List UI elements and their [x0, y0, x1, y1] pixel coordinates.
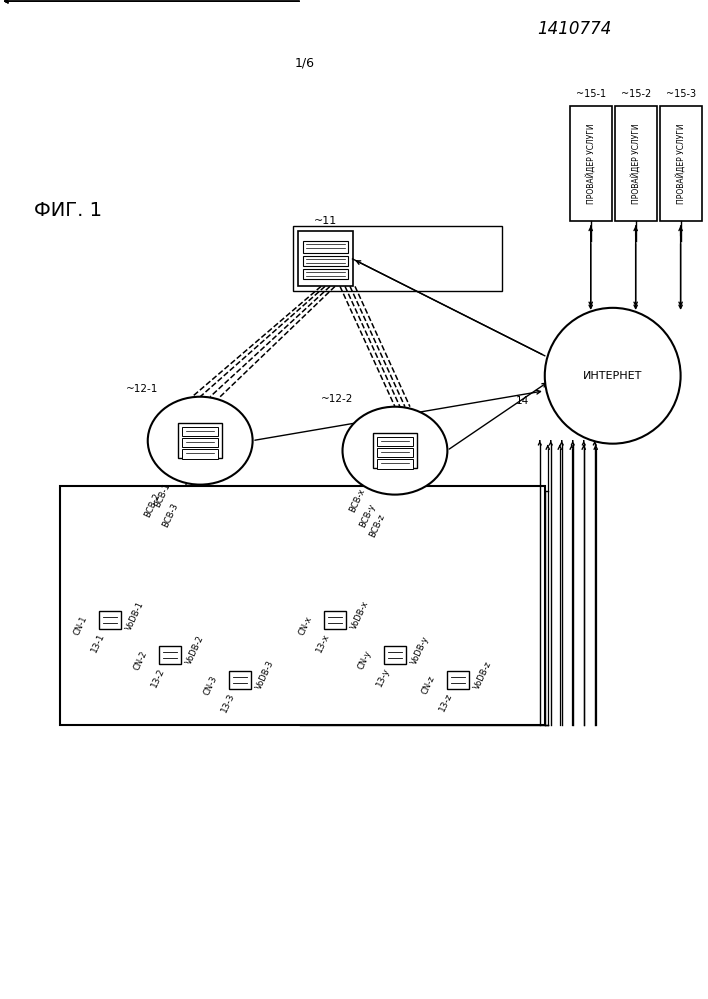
Text: ~12-2: ~12-2: [321, 394, 353, 404]
Text: BCB-z: BCB-z: [367, 512, 387, 538]
Bar: [660, 106, 702, 221]
Bar: [305, 491, 539, 720]
Bar: [182, 427, 218, 436]
Text: ~15-1: ~15-1: [576, 89, 606, 99]
Text: CN-1: CN-1: [72, 614, 88, 636]
Text: CN-2: CN-2: [132, 649, 149, 671]
Bar: [302, 256, 348, 266]
Bar: [229, 671, 251, 689]
Text: ~12-1: ~12-1: [126, 384, 159, 394]
Bar: [324, 611, 346, 629]
Text: 13-2: 13-2: [150, 666, 166, 688]
Text: VoDB-z: VoDB-z: [472, 660, 493, 691]
Text: BCB-y: BCB-y: [358, 502, 377, 529]
Text: VoDB-2: VoDB-2: [185, 634, 206, 666]
Text: ПРОВАЙДЕР УСЛУГИ: ПРОВАЙДЕР УСЛУГИ: [675, 123, 685, 204]
Text: ФИГ. 1: ФИГ. 1: [35, 202, 103, 221]
Bar: [182, 438, 218, 447]
Bar: [615, 106, 656, 221]
Bar: [377, 459, 413, 469]
Bar: [302, 269, 348, 279]
Bar: [373, 433, 417, 468]
Text: CN-3: CN-3: [202, 674, 219, 696]
Text: BCB-1: BCB-1: [153, 483, 172, 509]
Text: CN-y: CN-y: [357, 649, 373, 671]
Ellipse shape: [343, 407, 447, 495]
Bar: [384, 646, 406, 664]
Bar: [377, 437, 413, 446]
Text: ~11: ~11: [314, 217, 337, 227]
Bar: [570, 106, 612, 221]
Bar: [60, 486, 544, 725]
Bar: [182, 449, 218, 459]
Ellipse shape: [544, 308, 680, 444]
Ellipse shape: [148, 397, 253, 485]
Text: 1410774: 1410774: [537, 20, 612, 38]
Text: 13-y: 13-y: [375, 666, 392, 688]
Text: ИНТЕРНЕТ: ИНТЕРНЕТ: [583, 371, 642, 381]
Text: ПРОВАЙДЕР УСЛУГИ: ПРОВАЙДЕР УСЛУГИ: [631, 123, 641, 204]
Bar: [159, 646, 181, 664]
Bar: [297, 232, 353, 287]
Bar: [178, 423, 222, 458]
Bar: [292, 227, 502, 292]
Text: 1/6: 1/6: [295, 57, 315, 70]
Text: CN-z: CN-z: [420, 674, 436, 696]
Bar: [99, 611, 121, 629]
Bar: [302, 241, 348, 253]
Text: BCB-x: BCB-x: [348, 488, 367, 514]
Bar: [65, 491, 300, 720]
Text: 14: 14: [516, 396, 530, 406]
Text: 13-1: 13-1: [90, 631, 107, 653]
Text: 13-x: 13-x: [315, 631, 331, 653]
Text: CN-x: CN-x: [297, 614, 314, 636]
Bar: [447, 671, 469, 689]
Text: BCB-3: BCB-3: [161, 501, 180, 529]
Bar: [377, 448, 413, 457]
Text: ~15-2: ~15-2: [620, 89, 651, 99]
Text: VoDB-x: VoDB-x: [350, 599, 370, 631]
Text: 13-z: 13-z: [438, 691, 454, 713]
Text: VoDB-3: VoDB-3: [254, 659, 275, 691]
Text: 13-3: 13-3: [219, 691, 236, 713]
Text: VoDB-y: VoDB-y: [409, 634, 430, 666]
Text: ПРОВАЙДЕР УСЛУГИ: ПРОВАЙДЕР УСЛУГИ: [586, 123, 595, 204]
Text: VoDB-1: VoDB-1: [125, 599, 146, 631]
Text: ~15-3: ~15-3: [666, 89, 696, 99]
Text: BCB-2: BCB-2: [143, 493, 161, 519]
